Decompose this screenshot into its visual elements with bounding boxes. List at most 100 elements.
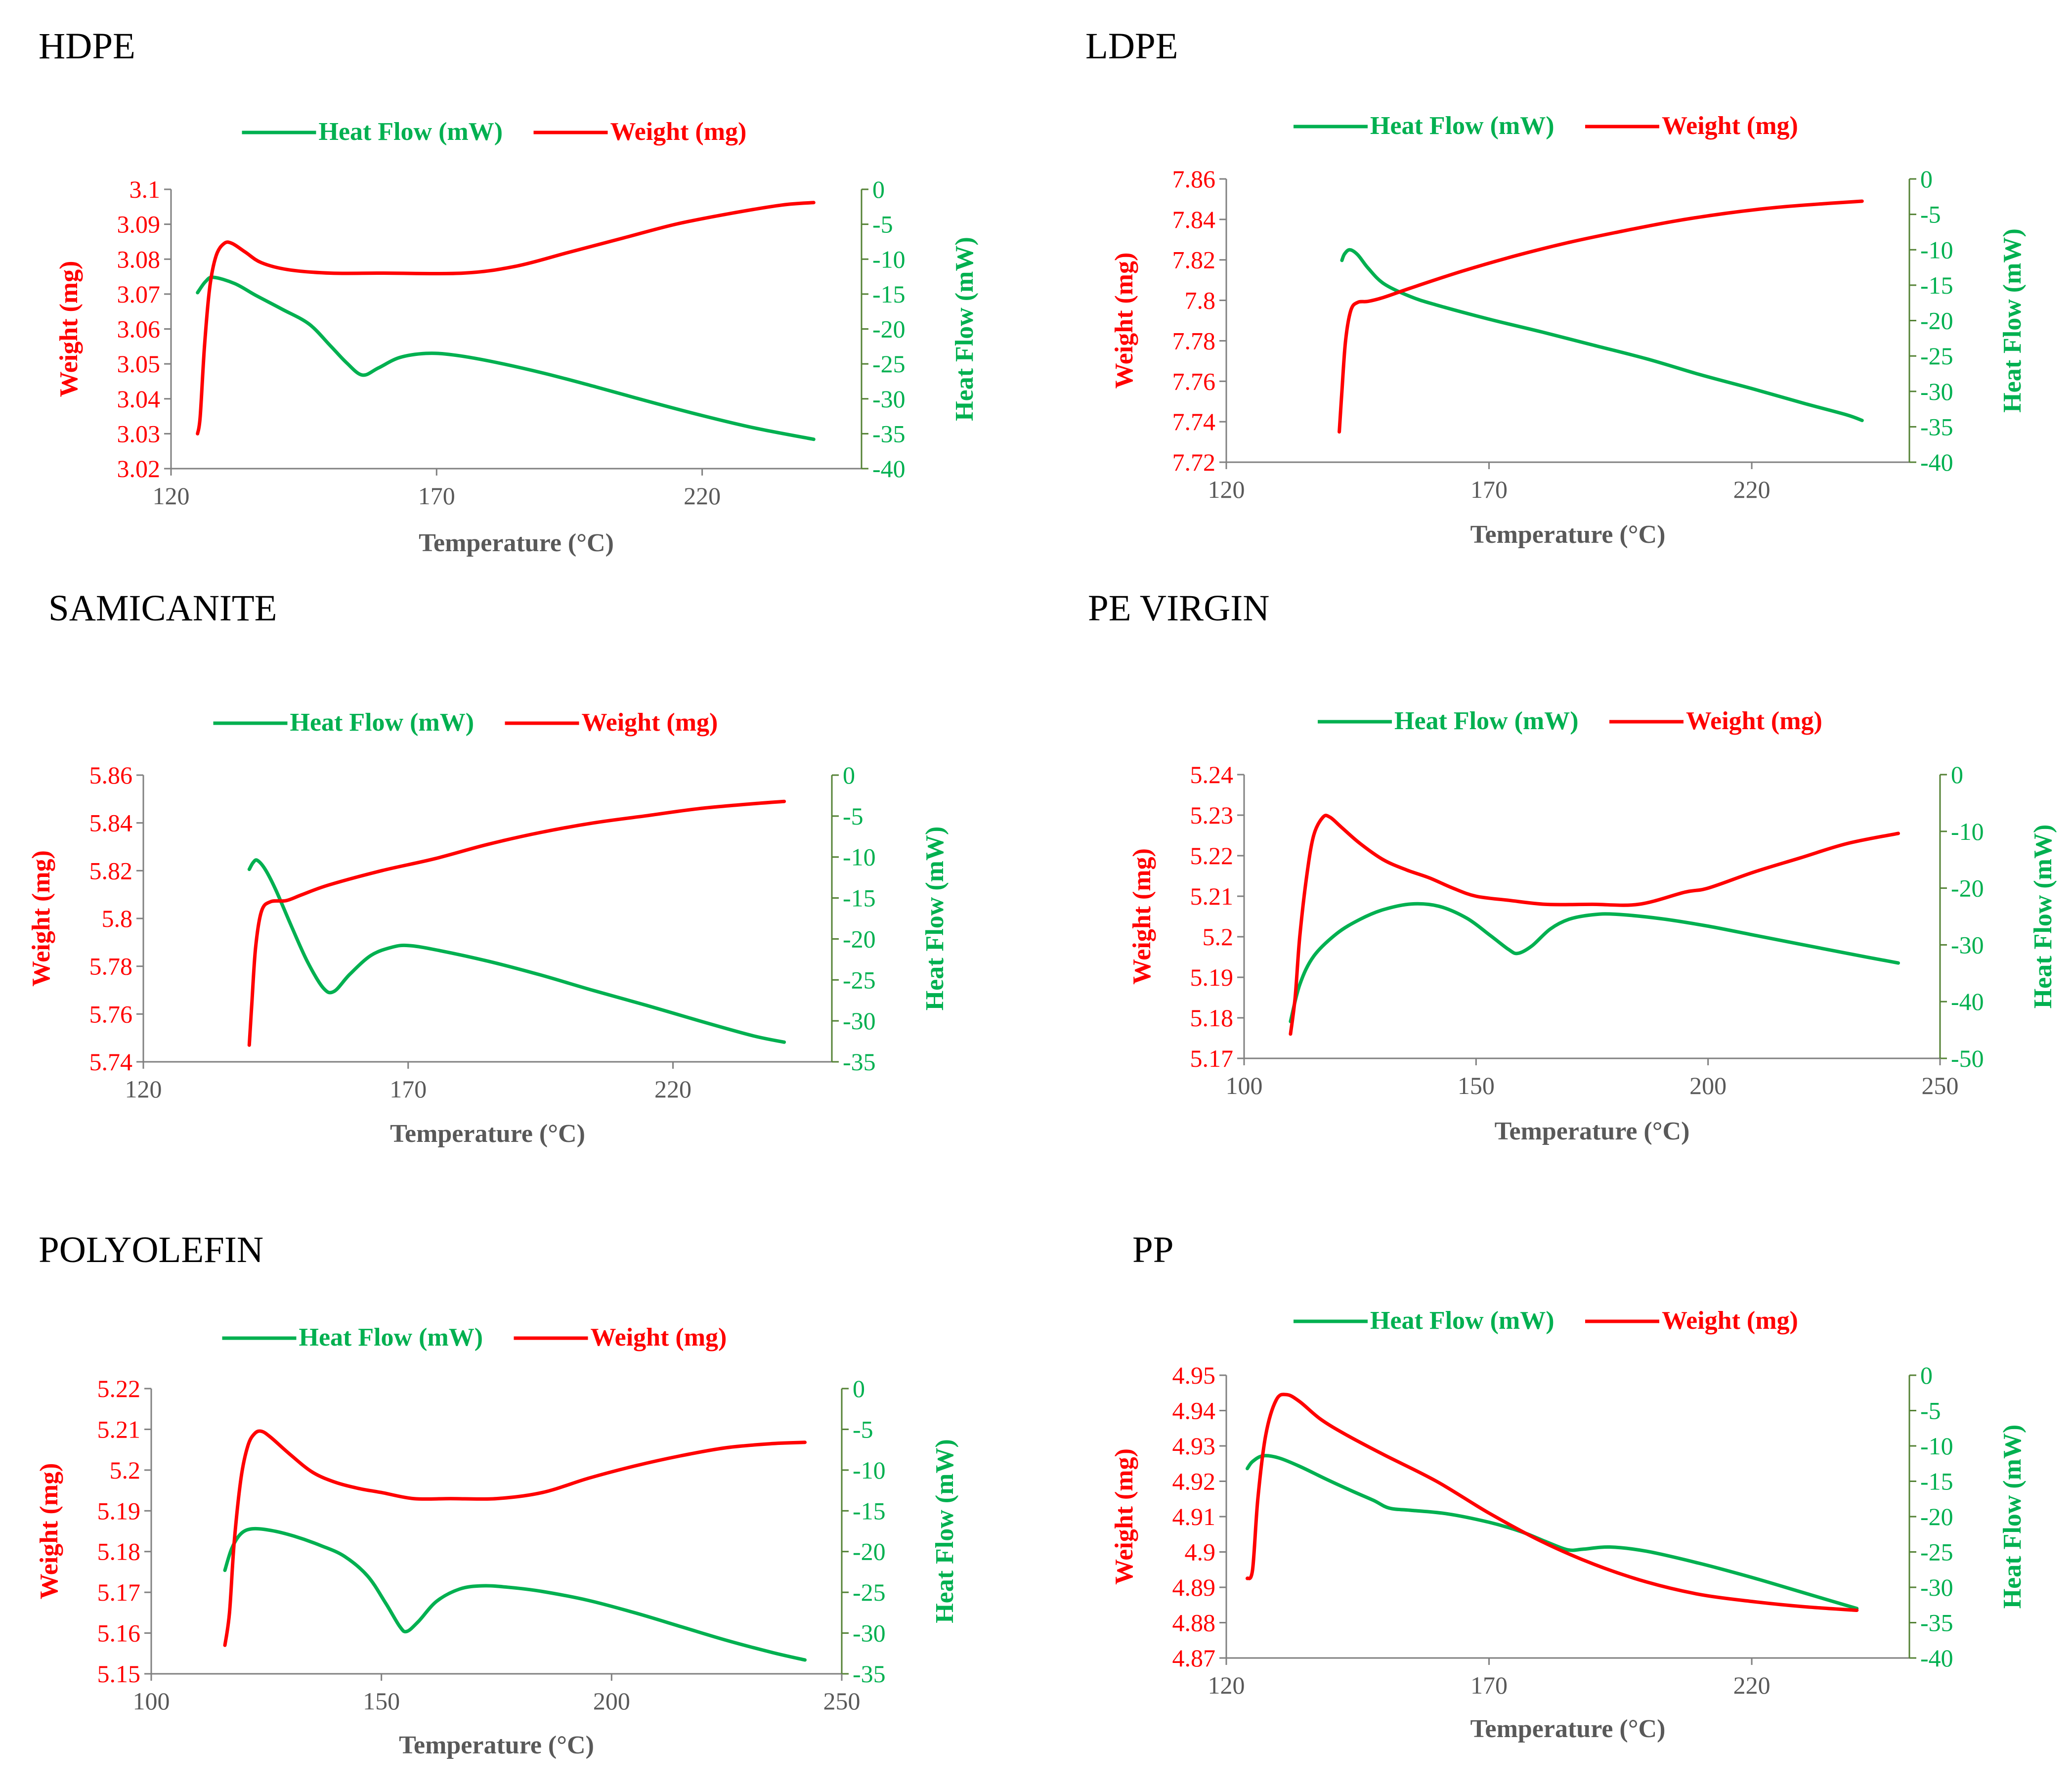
legend-label-weight: Weight (mg) xyxy=(582,708,718,737)
right-y-tick-label: -35 xyxy=(853,1660,886,1688)
right-y-axis-title: Heat Flow (mW) xyxy=(931,1439,959,1623)
series-line-weight xyxy=(1289,814,1900,1036)
right-y-tick-label: 0 xyxy=(1951,761,1963,788)
right-y-tick-label: -5 xyxy=(1920,201,1941,228)
series-line-heat-flow xyxy=(1246,1454,1859,1611)
x-tick-label: 220 xyxy=(1733,1671,1770,1699)
x-tick-label: 120 xyxy=(1208,476,1245,503)
right-y-tick-label: -35 xyxy=(1920,1609,1953,1637)
legend-label-heat-flow: Heat Flow (mW) xyxy=(299,1323,483,1352)
right-y-tick-label: -35 xyxy=(1920,413,1953,440)
x-tick-label: 220 xyxy=(654,1075,691,1103)
left-y-tick-label: 3.03 xyxy=(117,420,161,447)
left-y-tick-label: 7.74 xyxy=(1172,408,1216,436)
right-y-tick-label: -35 xyxy=(843,1048,876,1076)
right-y-tick-label: -30 xyxy=(1920,1573,1953,1601)
right-y-tick-label: -25 xyxy=(843,966,876,994)
right-y-tick-label: -40 xyxy=(1951,988,1984,1015)
x-tick-label: 170 xyxy=(389,1075,427,1103)
chart-panel-0: HDPE Heat Flow (mW) Weight (mg) 3.02 3.03 3.0… xyxy=(39,26,979,557)
x-tick-label: 200 xyxy=(1689,1072,1727,1099)
x-tick-label: 120 xyxy=(1208,1671,1245,1699)
x-tick-label: 250 xyxy=(823,1687,861,1715)
right-y-tick-label: -15 xyxy=(1920,271,1953,299)
right-y-tick-label: -30 xyxy=(1920,378,1953,405)
right-y-tick-label: -25 xyxy=(872,350,906,378)
legend-label-heat-flow: Heat Flow (mW) xyxy=(1370,112,1554,140)
x-axis-title: Temperature (°C) xyxy=(1495,1117,1690,1145)
left-y-tick-label: 5.17 xyxy=(97,1578,141,1606)
x-tick-label: 170 xyxy=(1470,1671,1508,1699)
legend-label-weight: Weight (mg) xyxy=(1662,1307,1798,1335)
chart-panel-2: SAMICANITE Heat Flow (mW) Weight (mg) 5.74 5… xyxy=(27,588,949,1148)
legend-label-heat-flow: Heat Flow (mW) xyxy=(1370,1307,1554,1335)
x-tick-label: 250 xyxy=(1922,1072,1959,1099)
left-y-tick-label: 5.78 xyxy=(89,953,133,980)
left-y-tick-label: 4.92 xyxy=(1172,1468,1216,1495)
left-y-tick-label: 5.74 xyxy=(89,1048,133,1076)
left-y-tick-label: 3.06 xyxy=(117,315,161,343)
left-y-tick-label: 5.17 xyxy=(1190,1045,1234,1072)
chart-title: POLYOLEFIN xyxy=(39,1229,263,1270)
right-y-tick-label: 0 xyxy=(853,1375,865,1402)
legend-label-heat-flow: Heat Flow (mW) xyxy=(319,118,503,146)
right-y-tick-label: -50 xyxy=(1951,1045,1984,1072)
chart-panel-1: LDPE Heat Flow (mW) Weight (mg) 7.72 7.74 7.7… xyxy=(1085,26,2027,549)
right-y-axis-title: Heat Flow (mW) xyxy=(1998,1425,2027,1609)
left-y-tick-label: 7.82 xyxy=(1172,246,1216,274)
right-y-tick-label: -20 xyxy=(1920,307,1953,335)
right-y-axis-title: Heat Flow (mW) xyxy=(950,237,979,421)
chart-title: PE VIRGIN xyxy=(1088,588,1269,629)
left-y-tick-label: 3.02 xyxy=(117,455,161,482)
x-axis-title: Temperature (°C) xyxy=(419,529,614,557)
x-tick-label: 100 xyxy=(133,1687,170,1715)
x-tick-label: 100 xyxy=(1226,1072,1263,1099)
right-y-tick-label: 0 xyxy=(1920,165,1933,193)
right-y-tick-label: -15 xyxy=(843,884,876,912)
left-y-tick-label: 5.2 xyxy=(1203,923,1234,951)
left-y-axis-title: Weight (mg) xyxy=(1110,1448,1138,1585)
right-y-tick-label: -15 xyxy=(853,1497,886,1525)
left-y-axis-title: Weight (mg) xyxy=(35,1463,63,1600)
chart-title: HDPE xyxy=(39,26,135,67)
right-y-tick-label: -10 xyxy=(1920,236,1953,263)
right-y-tick-label: -10 xyxy=(1920,1432,1953,1460)
right-y-tick-label: -40 xyxy=(1920,1644,1953,1672)
chart-panel-5: PP Heat Flow (mW) Weight (mg) 4.87 4.88 4.89 4… xyxy=(1110,1229,2027,1743)
left-y-tick-label: 5.76 xyxy=(89,1000,133,1028)
right-y-tick-label: -10 xyxy=(1951,818,1984,845)
x-axis-title: Temperature (°C) xyxy=(1470,1715,1666,1743)
left-y-tick-label: 5.84 xyxy=(89,809,133,837)
series-line-heat-flow xyxy=(196,275,816,441)
left-y-tick-label: 5.18 xyxy=(1190,1004,1234,1032)
right-y-tick-label: -5 xyxy=(853,1415,873,1443)
left-y-tick-label: 3.05 xyxy=(117,350,161,378)
x-tick-label: 170 xyxy=(418,482,455,510)
series-line-weight xyxy=(247,799,786,1047)
left-y-tick-label: 7.72 xyxy=(1172,448,1216,476)
x-tick-label: 170 xyxy=(1470,476,1508,503)
legend-label-weight: Weight (mg) xyxy=(610,118,747,146)
right-y-tick-label: 0 xyxy=(843,761,855,789)
right-y-tick-label: -25 xyxy=(1920,342,1953,370)
x-axis-title: Temperature (°C) xyxy=(1470,521,1666,549)
series-line-heat-flow xyxy=(247,858,786,1044)
right-y-tick-label: -5 xyxy=(872,211,893,238)
series-line-heat-flow xyxy=(223,1526,807,1662)
right-y-tick-label: -20 xyxy=(1951,874,1984,902)
x-tick-label: 220 xyxy=(684,482,721,510)
right-y-tick-label: -20 xyxy=(1920,1503,1953,1530)
left-y-tick-label: 5.23 xyxy=(1190,801,1234,829)
series-line-heat-flow xyxy=(1340,248,1864,422)
right-y-tick-label: -10 xyxy=(843,843,876,871)
right-y-tick-label: -10 xyxy=(853,1456,886,1484)
right-y-tick-label: -30 xyxy=(853,1619,886,1647)
right-y-axis-title: Heat Flow (mW) xyxy=(1998,228,2027,413)
series-line-weight xyxy=(223,1429,807,1647)
right-y-axis-title: Heat Flow (mW) xyxy=(2029,825,2057,1009)
left-y-tick-label: 7.8 xyxy=(1185,287,1216,314)
right-y-tick-label: -5 xyxy=(1920,1397,1941,1425)
legend-label-heat-flow: Heat Flow (mW) xyxy=(1394,707,1579,735)
right-y-tick-label: -5 xyxy=(843,802,863,830)
